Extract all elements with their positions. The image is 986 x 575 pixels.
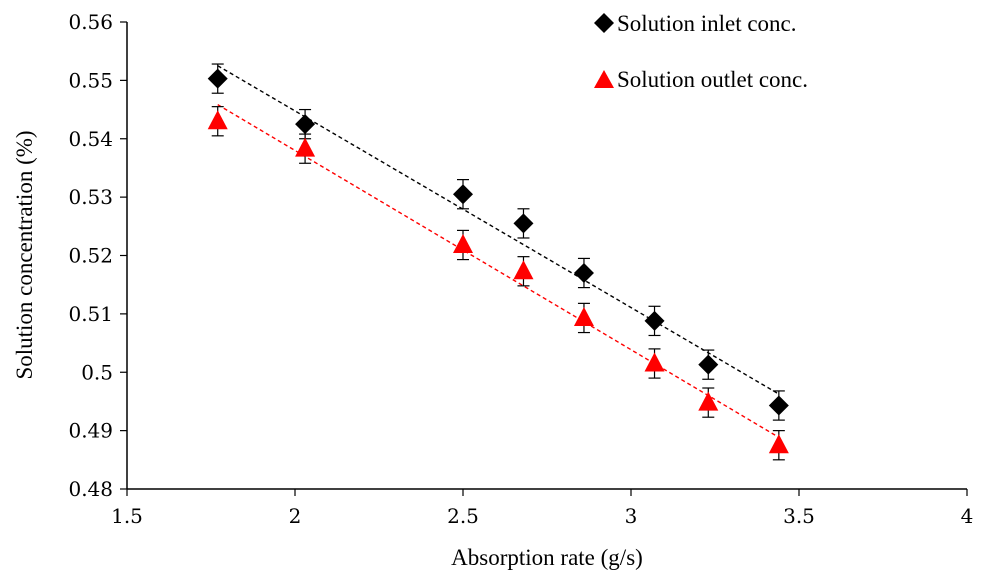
y-axis-title: Solution concentration (%) (12, 130, 37, 379)
inlet-data-point (573, 263, 594, 284)
x-ticks: 1.5 2 2.5 3 3.5 4 (111, 489, 973, 528)
trendline-series-0 (217, 65, 780, 395)
trendline-series-1 (217, 104, 780, 438)
inlet-data-point (295, 114, 316, 135)
markers (207, 68, 789, 454)
y-tick-label: 0.54 (68, 127, 113, 151)
inlet-data-point (513, 213, 534, 234)
outlet-data-point (453, 233, 473, 253)
x-axis-title: Absorption rate (g/s) (451, 545, 643, 570)
legend-label-inlet: Solution inlet conc. (617, 11, 797, 36)
inlet-data-point (698, 354, 719, 375)
y-tick-label: 0.53 (68, 185, 113, 209)
outlet-data-point (207, 110, 228, 130)
outlet-data-point (644, 352, 665, 372)
x-tick-label: 2 (289, 504, 302, 528)
y-tick-label: 0.51 (68, 302, 113, 326)
axes (126, 22, 967, 490)
y-tick-label: 0.56 (68, 10, 113, 34)
inlet-data-point (207, 68, 228, 89)
y-tick-label: 0.48 (68, 477, 113, 501)
x-tick-label: 2.5 (447, 504, 479, 528)
y-tick-label: 0.5 (81, 360, 113, 384)
legend-label-outlet: Solution outlet conc. (617, 67, 808, 92)
inlet-data-point (644, 310, 665, 331)
y-tick-label: 0.52 (68, 244, 113, 268)
legend-triangle-marker (594, 70, 614, 88)
outlet-data-point (573, 306, 594, 326)
outlet-data-point (295, 137, 316, 157)
x-tick-label: 4 (961, 504, 974, 528)
legend-diamond-marker (594, 13, 614, 33)
y-tick-label: 0.49 (68, 419, 113, 443)
y-ticks: 0.48 0.49 0.5 0.51 0.52 0.53 0.54 0.55 0.56 (68, 10, 127, 501)
y-tick-label: 0.55 (68, 68, 113, 92)
legend: Solution inlet conc. Solution outlet con… (594, 11, 808, 92)
outlet-data-point (768, 434, 789, 454)
inlet-data-point (453, 184, 473, 205)
x-tick-label: 3 (625, 504, 638, 528)
x-tick-label: 1.5 (111, 504, 143, 528)
outlet-data-point (698, 391, 719, 411)
inlet-data-point (768, 395, 789, 416)
outlet-data-point (513, 260, 534, 280)
x-tick-label: 3.5 (783, 504, 815, 528)
